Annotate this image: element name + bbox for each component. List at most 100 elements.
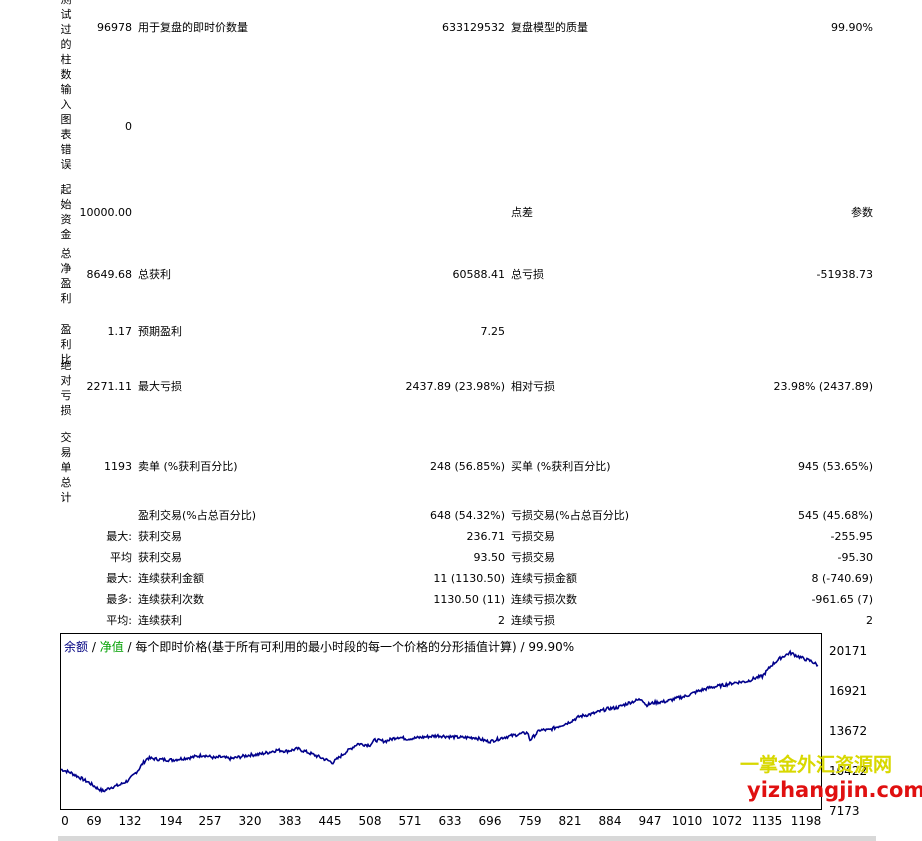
parameters-label: 参数 bbox=[851, 206, 873, 219]
maximal-consecutive-loss-label: 连续亏损次数 bbox=[511, 593, 577, 606]
vertical-label-char: 总 bbox=[60, 247, 72, 260]
average-profit-trade-value: 93.50 bbox=[473, 551, 506, 564]
vertical-label-char: 绝 bbox=[60, 359, 72, 372]
x-tick-label: 1198 bbox=[790, 814, 822, 828]
legend-separator: / bbox=[88, 640, 100, 654]
maximum-prefix: 最大: bbox=[106, 572, 132, 585]
vertical-label-char: 对 bbox=[60, 374, 72, 387]
x-tick-label: 1072 bbox=[711, 814, 743, 828]
vertical-label-char: 错 bbox=[60, 143, 72, 156]
vertical-label-char: 起 bbox=[60, 183, 72, 196]
vertical-label-char: 利 bbox=[60, 292, 72, 305]
loss-trades-value: 545 (45.68%) bbox=[797, 509, 873, 522]
x-tick-label: 633 bbox=[438, 814, 462, 828]
maximal-drawdown-value: 2437.89 (23.98%) bbox=[405, 380, 505, 393]
x-tick-label: 445 bbox=[318, 814, 342, 828]
average-consecutive-prefix: 平均: bbox=[106, 614, 132, 627]
vertical-label-char: 净 bbox=[60, 262, 72, 275]
vertical-label-char: 误 bbox=[60, 158, 72, 171]
short-positions-value: 248 (56.85%) bbox=[429, 460, 505, 473]
x-tick-label: 0 bbox=[61, 814, 69, 828]
expected-payoff-value: 7.25 bbox=[480, 325, 506, 338]
maximal-consecutive-profit-value: 1130.50 (11) bbox=[433, 593, 505, 606]
maximal-consecutive-profit-label: 连续获利次数 bbox=[138, 593, 204, 606]
vertical-label-char: 试 bbox=[60, 8, 72, 21]
total-trades-value: 1193 bbox=[104, 460, 132, 473]
watermark-site-url: yizhangjin.com bbox=[747, 778, 922, 802]
average-loss-trade-value: -95.30 bbox=[837, 551, 873, 564]
average-consecutive-wins-label: 连续获利 bbox=[138, 614, 182, 627]
x-tick-label: 571 bbox=[398, 814, 422, 828]
vertical-label-char: 计 bbox=[60, 491, 72, 504]
largest-prefix: 最大: bbox=[106, 530, 132, 543]
vertical-label-char: 总 bbox=[60, 476, 72, 489]
label-profit-factor: 盈利比 bbox=[56, 322, 76, 367]
legend-balance: 余额 bbox=[64, 640, 89, 654]
gross-loss-value: -51938.73 bbox=[816, 268, 873, 281]
label-total-trades: 交易单总计 bbox=[56, 430, 76, 505]
max-consecutive-wins-value: 11 (1130.50) bbox=[433, 572, 505, 585]
chart-errors-value: 0 bbox=[125, 120, 132, 133]
largest-profit-trade-value: 236.71 bbox=[466, 530, 506, 543]
balance-series-line bbox=[61, 649, 819, 794]
total-net-profit-value: 8649.68 bbox=[86, 268, 133, 281]
short-positions-label: 卖单 (%获利百分比) bbox=[138, 460, 238, 473]
largest-profit-trade-label: 获利交易 bbox=[138, 530, 182, 543]
gross-profit-value: 60588.41 bbox=[452, 268, 506, 281]
gross-loss-label: 总亏损 bbox=[511, 268, 544, 281]
x-tick-label: 194 bbox=[159, 814, 183, 828]
modelling-quality-label: 复盘模型的质量 bbox=[511, 21, 588, 34]
max-consecutive-wins-label: 连续获利金额 bbox=[138, 572, 204, 585]
label-initial-deposit: 起始资金 bbox=[56, 182, 76, 242]
loss-trades-label: 亏损交易(%占总百分比) bbox=[511, 509, 630, 522]
label-absolute-drawdown: 绝对亏损 bbox=[56, 358, 76, 418]
horizontal-scrollbar[interactable] bbox=[58, 836, 876, 841]
x-tick-label: 383 bbox=[278, 814, 302, 828]
profit-trades-label: 盈利交易(%占总百分比) bbox=[138, 509, 257, 522]
relative-drawdown-label: 相对亏损 bbox=[511, 380, 555, 393]
vertical-label-char: 盈 bbox=[60, 277, 72, 290]
x-tick-label: 821 bbox=[558, 814, 582, 828]
label-chart-errors: 输入图表错误 bbox=[56, 82, 76, 172]
y-tick-label: 16921 bbox=[829, 684, 868, 698]
x-tick-label: 1010 bbox=[671, 814, 703, 828]
chart-legend: 余额 / 净值 / 每个即时价格(基于所有可利用的最小时段的每一个价格的分形插值… bbox=[64, 638, 574, 655]
vertical-label-char: 的 bbox=[60, 38, 72, 51]
x-tick-label: 69 bbox=[86, 814, 102, 828]
spread-label: 点差 bbox=[511, 206, 533, 219]
average-profit-trade-label: 获利交易 bbox=[138, 551, 182, 564]
vertical-label-char: 亏 bbox=[60, 389, 72, 402]
vertical-label-char: 过 bbox=[60, 23, 72, 36]
vertical-label-char: 盈 bbox=[60, 323, 72, 336]
vertical-label-char: 入 bbox=[60, 98, 72, 111]
x-tick-label: 508 bbox=[358, 814, 382, 828]
vertical-label-char: 表 bbox=[60, 128, 72, 141]
vertical-label-char: 单 bbox=[60, 461, 72, 474]
y-tick-label: 13672 bbox=[829, 724, 868, 738]
legend-equity: 净值 bbox=[99, 640, 124, 654]
watermark-site-name: 一掌金外汇资源网 bbox=[740, 754, 893, 776]
bars-tested-value: 96978 bbox=[97, 21, 132, 34]
y-tick-label: 10422 bbox=[829, 764, 868, 778]
vertical-label-char: 易 bbox=[60, 446, 72, 459]
max-consecutive-losses-value: 8 (-740.69) bbox=[811, 572, 873, 585]
vertical-label-char: 柱 bbox=[60, 53, 72, 66]
average-prefix: 平均 bbox=[110, 551, 132, 564]
balance-chart bbox=[60, 633, 822, 810]
vertical-label-char: 图 bbox=[60, 113, 72, 126]
ticks-modelled-value: 633129532 bbox=[442, 21, 505, 34]
vertical-label-char: 金 bbox=[60, 228, 72, 241]
vertical-label-char: 测 bbox=[56, 0, 76, 7]
x-tick-label: 1135 bbox=[751, 814, 783, 828]
x-tick-label: 696 bbox=[478, 814, 502, 828]
expected-payoff-label: 预期盈利 bbox=[138, 325, 182, 338]
x-tick-label: 257 bbox=[198, 814, 222, 828]
x-tick-label: 947 bbox=[638, 814, 662, 828]
vertical-label-char: 输 bbox=[60, 83, 72, 96]
long-positions-value: 945 (53.65%) bbox=[797, 460, 873, 473]
maximal-prefix: 最多: bbox=[106, 593, 132, 606]
maximal-consecutive-loss-value: -961.65 (7) bbox=[811, 593, 873, 606]
gross-profit-label: 总获利 bbox=[138, 268, 171, 281]
x-tick-label: 132 bbox=[118, 814, 142, 828]
relative-drawdown-value: 23.98% (2437.89) bbox=[773, 380, 873, 393]
